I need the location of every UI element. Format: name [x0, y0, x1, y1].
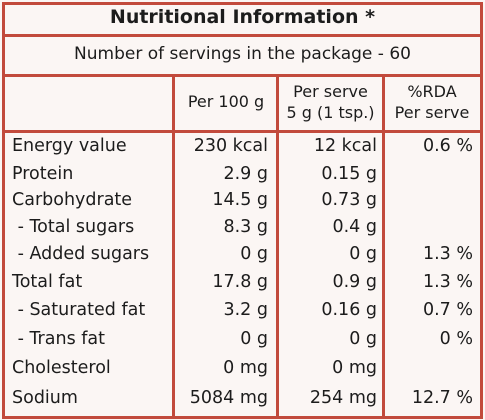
rda-value: 1.3 % [422, 272, 473, 292]
per-100g-value: 14.5 g [212, 190, 268, 210]
per-100g-value: 5084 mg [189, 388, 268, 408]
header-per-serve: Per serve [293, 82, 368, 101]
header-rda: %RDA [407, 82, 457, 101]
title-separator [2, 34, 483, 37]
per-serve-value: 0.73 g [321, 190, 377, 210]
per-serve-value: 0.9 g [332, 272, 377, 292]
nutrient-name: - Saturated fat [12, 300, 146, 320]
nutrient-name: Carbohydrate [12, 190, 133, 210]
col-divider-1 [172, 74, 175, 419]
header-rda-per-serve: Per serve [394, 103, 470, 122]
nutrient-name: - Trans fat [12, 329, 105, 349]
nutrient-name: Total fat [12, 272, 83, 292]
per-100g-value: 2.9 g [223, 164, 268, 184]
col-divider-2 [276, 74, 279, 419]
per-serve-value: 0.15 g [321, 164, 377, 184]
servings-info: Number of servings in the package - 60 [74, 44, 411, 64]
rda-value: 12.7 % [411, 388, 473, 408]
nutrient-name: Protein [12, 164, 74, 184]
col-divider-3 [382, 74, 385, 419]
header-per-100g: Per 100 g [187, 92, 265, 111]
per-serve-value: 12 kcal [313, 136, 377, 156]
per-100g-value: 8.3 g [223, 217, 268, 237]
rda-value: 0.6 % [422, 136, 473, 156]
nutrient-name: Sodium [12, 388, 78, 408]
per-100g-value: 0 g [240, 329, 268, 349]
rda-value: 0 % [439, 329, 473, 349]
border-bottom [2, 416, 483, 419]
header-serve-size: 5 g (1 tsp.) [286, 103, 375, 122]
per-serve-value: 0 g [349, 329, 377, 349]
nutrient-name: Cholesterol [12, 358, 111, 378]
per-100g-value: 0 g [240, 244, 268, 264]
per-serve-value: 0 mg [332, 358, 377, 378]
per-serve-value: 254 mg [309, 388, 377, 408]
header-separator [2, 130, 483, 133]
rda-value: 1.3 % [422, 244, 473, 264]
border-right [480, 2, 483, 419]
per-100g-value: 17.8 g [212, 272, 268, 292]
nutrient-name: Energy value [12, 136, 127, 156]
per-serve-value: 0.4 g [332, 217, 377, 237]
per-100g-value: 230 kcal [193, 136, 268, 156]
nutrient-name: - Total sugars [12, 217, 135, 237]
per-100g-value: 3.2 g [223, 300, 268, 320]
per-serve-value: 0 g [349, 244, 377, 264]
nutrient-name: - Added sugars [12, 244, 150, 264]
border-top [2, 2, 483, 5]
servings-separator [2, 74, 483, 77]
rda-value: 0.7 % [422, 300, 473, 320]
border-left [2, 2, 5, 419]
per-serve-value: 0.16 g [321, 300, 377, 320]
label-title: Nutritional Information * [109, 6, 376, 28]
per-100g-value: 0 mg [223, 358, 268, 378]
